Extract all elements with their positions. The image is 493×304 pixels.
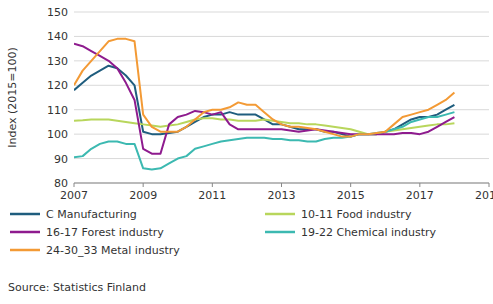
- y-tick-label: 120: [47, 79, 68, 92]
- x-tick: [212, 183, 213, 187]
- x-tick-label: 2017: [406, 189, 434, 202]
- source: Source: Statistics Finland: [8, 281, 146, 294]
- x-tick-label: 2009: [129, 189, 157, 202]
- legend-label: 24-30_33 Metal industry: [46, 244, 180, 257]
- legend-swatch: [10, 249, 40, 252]
- x-tick: [74, 183, 75, 187]
- x-tick-label: 2011: [198, 189, 226, 202]
- y-tick-label: 150: [47, 6, 68, 19]
- x-tick-label: 2007: [60, 189, 88, 202]
- legend-swatch: [10, 213, 40, 216]
- x-tick-label: 2019: [475, 189, 493, 202]
- legend-label: 10-11 Food industry: [301, 208, 412, 221]
- grid-line: [74, 36, 489, 37]
- grid-line: [74, 85, 489, 86]
- legend-label: 19-22 Chemical industry: [301, 226, 437, 239]
- x-tick: [350, 183, 351, 187]
- chart: 8090100110120130140150200720092011201320…: [0, 0, 493, 304]
- legend-swatch: [10, 231, 40, 234]
- plot-area: [74, 39, 454, 170]
- y-tick-label: 90: [54, 153, 68, 166]
- legend-label: 16-17 Forest industry: [46, 226, 164, 239]
- x-tick-label: 2015: [337, 189, 365, 202]
- x-tick: [489, 183, 490, 187]
- y-tick-label: 140: [47, 30, 68, 43]
- x-tick-label: 2013: [268, 189, 296, 202]
- series-line: [74, 39, 454, 137]
- grid-line: [74, 158, 489, 159]
- y-tick-label: 130: [47, 55, 68, 68]
- legend-label: C Manufacturing: [46, 208, 137, 221]
- y-tick-label: 100: [47, 128, 68, 141]
- grid-line: [74, 134, 489, 135]
- y-axis-title: Index (2015=100): [6, 47, 19, 148]
- grid-line: [74, 12, 489, 13]
- x-tick: [419, 183, 420, 187]
- legend-swatch: [265, 213, 295, 216]
- y-tick-label: 110: [47, 104, 68, 117]
- legend-swatch: [265, 231, 295, 234]
- x-tick: [143, 183, 144, 187]
- x-tick: [281, 183, 282, 187]
- series-line: [74, 66, 454, 137]
